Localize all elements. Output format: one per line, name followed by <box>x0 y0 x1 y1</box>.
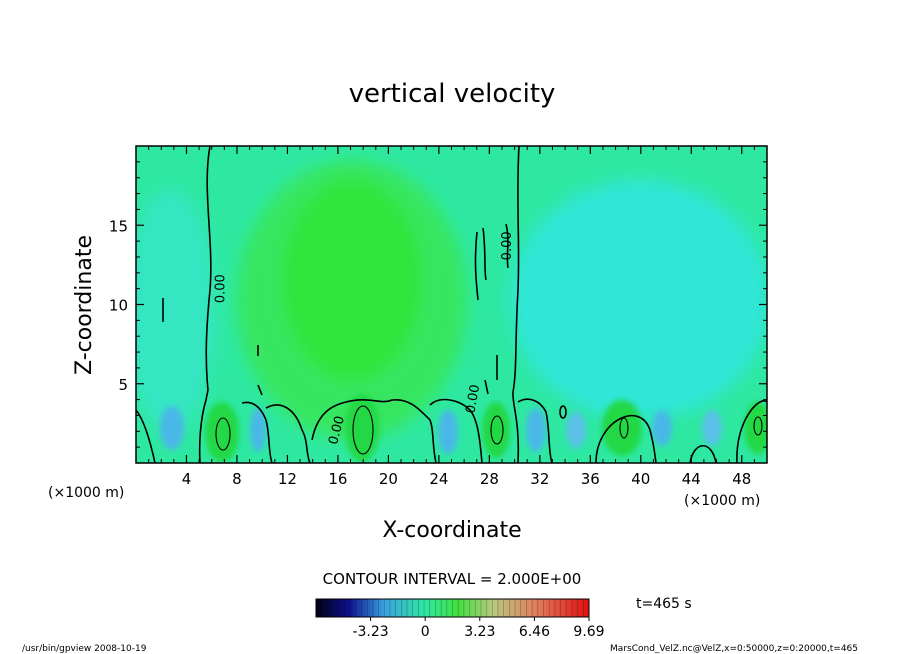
x-tick-label: 48 <box>732 470 751 488</box>
x-tick-label: 20 <box>379 470 398 488</box>
zero-contour-line <box>512 146 520 463</box>
colorbar-tick-label: 9.69 <box>573 624 604 640</box>
colorbar-tick-label: 3.23 <box>464 624 495 640</box>
contour-label: 0.00 <box>500 231 515 260</box>
positive-contours <box>215 405 763 455</box>
heatmap-field: 0.00 0.00 0.00 0.00 <box>136 146 767 463</box>
downdraft-cell <box>160 406 184 450</box>
updraft-cell <box>345 394 379 462</box>
zero-contour-line <box>429 398 483 463</box>
contour-interval: CONTOUR INTERVAL = 2.000E+00 <box>323 570 582 588</box>
updraft-cell <box>205 402 239 462</box>
x-tick-label: 24 <box>429 470 448 488</box>
colorbar-bands <box>321 599 584 617</box>
x-tick-label: 44 <box>682 470 701 488</box>
downdraft-cell <box>438 410 458 454</box>
zero-contour-line <box>265 404 311 463</box>
contour-label: 0.00 <box>326 414 348 446</box>
y-tick-label: 5 <box>118 376 128 394</box>
downdraft-cell <box>566 412 586 448</box>
contour-line <box>753 416 763 436</box>
footer-left: /usr/bin/gpview 2008-10-19 <box>22 644 147 654</box>
y-axis-ticks: 5 10 15 <box>109 161 767 448</box>
contour-line <box>490 415 504 445</box>
contour-line <box>352 405 374 455</box>
zero-contour-fragment <box>162 298 498 396</box>
downdraft-cell <box>250 408 266 452</box>
y-axis-label: Z-coordinate <box>72 235 97 375</box>
footer-right: MarsCond_VelZ.nc@VelZ,x=0:50000,z=0:2000… <box>610 644 858 654</box>
x-unit-right: (×1000 m) <box>684 493 760 509</box>
contour-line <box>215 417 231 451</box>
zero-contour-line <box>559 405 567 419</box>
y-tick-label: 15 <box>109 217 128 235</box>
updraft-cell <box>602 400 642 456</box>
colorbar-tick-label: 0 <box>421 624 430 640</box>
downdraft-region-left <box>136 190 215 430</box>
contour-line <box>619 417 629 439</box>
x-tick-label: 28 <box>480 470 499 488</box>
chart-title: vertical velocity <box>349 79 556 109</box>
colorbar-tick-label: -3.23 <box>352 624 388 640</box>
x-tick-label: 32 <box>530 470 549 488</box>
zero-contour-line <box>595 414 657 463</box>
zero-contour-line <box>198 146 212 463</box>
x-tick-label: 12 <box>278 470 297 488</box>
x-unit-left: (×1000 m) <box>48 485 124 501</box>
x-tick-label: 40 <box>631 470 650 488</box>
contour-label: 0.00 <box>213 274 228 303</box>
downdraft-cell <box>526 408 546 452</box>
y-tick-label: 10 <box>109 297 128 315</box>
colorbar-gradient <box>315 598 590 618</box>
x-tick-label: 8 <box>232 470 242 488</box>
zero-contour-line <box>474 223 509 301</box>
colorbar-tick-label: 6.46 <box>519 624 550 640</box>
x-tick-label: 4 <box>182 470 192 488</box>
colorbar: -3.23 0 3.23 6.46 9.69 <box>315 598 605 640</box>
downdraft-region-right <box>510 180 767 420</box>
updraft-core <box>282 180 422 380</box>
downdraft-cell <box>702 410 722 446</box>
x-tick-label: 36 <box>581 470 600 488</box>
x-tick-label: 16 <box>328 470 347 488</box>
zero-contour-line <box>736 400 767 463</box>
zero-contour-line <box>136 409 156 463</box>
downdraft-cell <box>652 410 672 446</box>
zero-contour-line <box>517 398 553 463</box>
updraft-cell <box>482 402 510 458</box>
zero-contour-line <box>241 401 273 463</box>
updraft-cell <box>744 402 767 454</box>
colorbar-ticks: -3.23 0 3.23 6.46 9.69 <box>352 617 605 640</box>
large-scale-structures <box>136 160 767 440</box>
x-axis-ticks: 4 8 12 16 20 24 28 32 36 40 44 48 <box>148 146 755 488</box>
contour-label: 0.00 <box>463 383 483 414</box>
time-label: t=465 s <box>636 596 692 612</box>
zero-contour-line <box>311 399 437 463</box>
x-axis-label: X-coordinate <box>382 518 521 543</box>
